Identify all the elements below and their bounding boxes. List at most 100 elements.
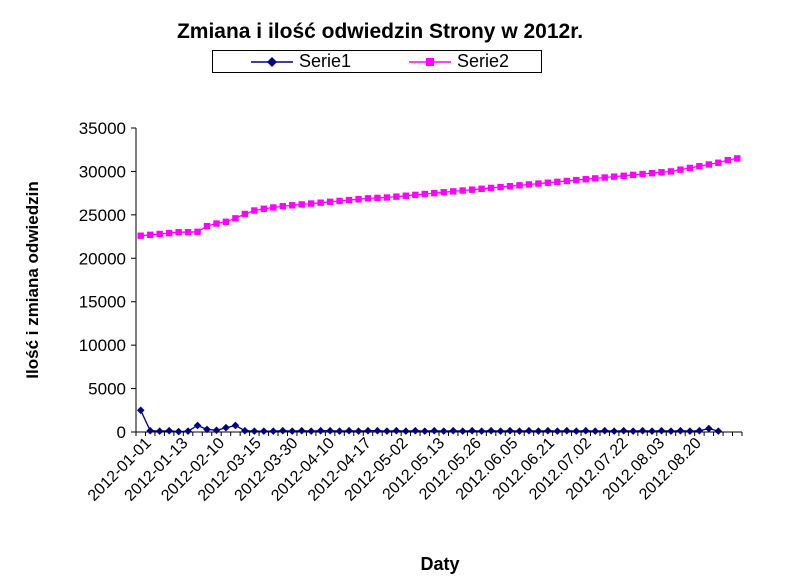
data-point-serie1 [553,427,562,435]
data-point-serie2 [705,161,713,168]
data-point-serie2 [421,190,428,198]
data-point-serie1 [288,427,297,435]
data-point-serie1 [676,426,685,435]
data-point-serie2 [317,199,324,206]
data-point-serie1 [610,427,618,435]
data-point-serie1 [638,426,647,435]
data-point-serie2 [554,178,561,186]
data-point-serie2 [374,194,381,202]
data-point-serie1 [146,426,155,435]
legend-swatch-serie2 [409,57,451,66]
data-point-serie2 [440,189,447,196]
data-point-serie2 [497,183,504,191]
data-point-serie1 [458,427,467,435]
data-point-serie2 [222,218,230,226]
legend: Serie1 Serie2 [212,50,542,73]
data-point-serie2 [165,229,173,237]
data-point-serie2 [468,186,476,193]
data-point-serie1 [477,427,486,435]
data-point-serie1 [155,427,164,435]
data-point-serie1 [307,427,315,435]
data-point-serie1 [174,427,183,436]
data-point-serie2 [715,159,722,166]
data-point-serie1 [619,426,628,435]
data-point-serie2 [658,169,665,176]
data-point-serie1 [572,427,581,435]
y-tick-label: 20000 [79,249,126,268]
data-point-serie2 [601,174,608,181]
data-point-serie2 [336,197,343,205]
data-point-serie2 [156,230,163,238]
data-point-serie2 [629,171,637,179]
data-point-serie1 [345,426,353,435]
data-point-serie2 [478,185,485,192]
data-point-serie1 [544,426,552,435]
y-axis-title: Ilość i zmiana odwiedzin [23,181,42,378]
data-point-serie2 [724,156,731,164]
chart-title: Zmiana i ilość odwiedzin Strony w 2012r. [176,20,584,43]
legend-item-serie2: Serie2 [407,51,509,72]
data-point-serie1 [714,427,723,435]
data-point-serie2 [667,168,675,175]
data-point-serie2 [137,232,144,239]
data-point-serie2 [345,196,353,204]
y-tick-label: 5000 [88,380,126,399]
data-point-serie1 [563,426,571,435]
data-point-serie1 [686,427,694,435]
series-layer [136,155,741,436]
data-point-serie1 [335,427,344,435]
data-point-serie1 [515,427,524,435]
data-point-serie2 [364,195,372,202]
data-point-serie1 [392,426,401,435]
data-point-serie2 [582,176,589,183]
data-point-serie1 [667,427,675,435]
data-point-serie2 [194,228,201,235]
data-point-serie2 [270,204,277,211]
data-point-serie1 [657,426,666,435]
data-point-serie1 [383,427,391,435]
data-point-serie1 [250,427,259,435]
data-point-serie1 [297,426,306,435]
data-point-serie1 [136,406,145,415]
y-tick-label: 30000 [79,162,126,181]
data-point-serie1 [402,427,410,435]
series-line-serie2 [140,157,738,237]
data-point-serie1 [411,426,420,435]
data-point-serie2 [279,202,286,210]
series-serie1 [136,406,723,436]
data-point-serie2 [393,193,400,200]
data-point-serie1 [184,427,192,435]
data-point-serie2 [431,189,438,197]
data-point-serie1 [581,426,590,435]
y-tick-label: 35000 [79,119,126,138]
data-point-serie2 [307,200,315,207]
series-serie2 [137,155,741,239]
data-point-serie2 [639,170,646,178]
legend-label-serie2: Serie2 [457,51,510,71]
data-point-serie1 [534,427,543,435]
y-tick-label: 10000 [79,336,126,355]
data-point-serie2 [525,181,533,188]
data-point-serie1 [222,423,230,432]
data-point-serie2 [355,196,362,203]
data-point-serie1 [430,426,439,435]
data-point-serie2 [260,205,268,212]
data-point-serie2 [535,180,542,187]
data-point-serie1 [165,426,173,435]
data-point-serie1 [449,426,458,435]
data-point-serie2 [573,176,580,184]
data-point-serie2 [326,198,334,206]
data-point-serie2 [677,166,684,173]
data-point-serie1 [591,427,600,435]
data-point-serie1 [269,427,278,435]
data-point-serie1 [420,427,429,435]
data-point-serie1 [231,421,240,430]
data-point-serie2 [402,192,410,199]
data-point-serie1 [193,421,202,430]
data-point-serie1 [212,426,221,435]
y-tick-label: 0 [117,423,126,442]
data-point-serie2 [203,222,211,230]
data-point-serie1 [487,426,495,435]
data-point-serie1 [260,427,268,435]
data-point-serie2 [516,182,523,189]
